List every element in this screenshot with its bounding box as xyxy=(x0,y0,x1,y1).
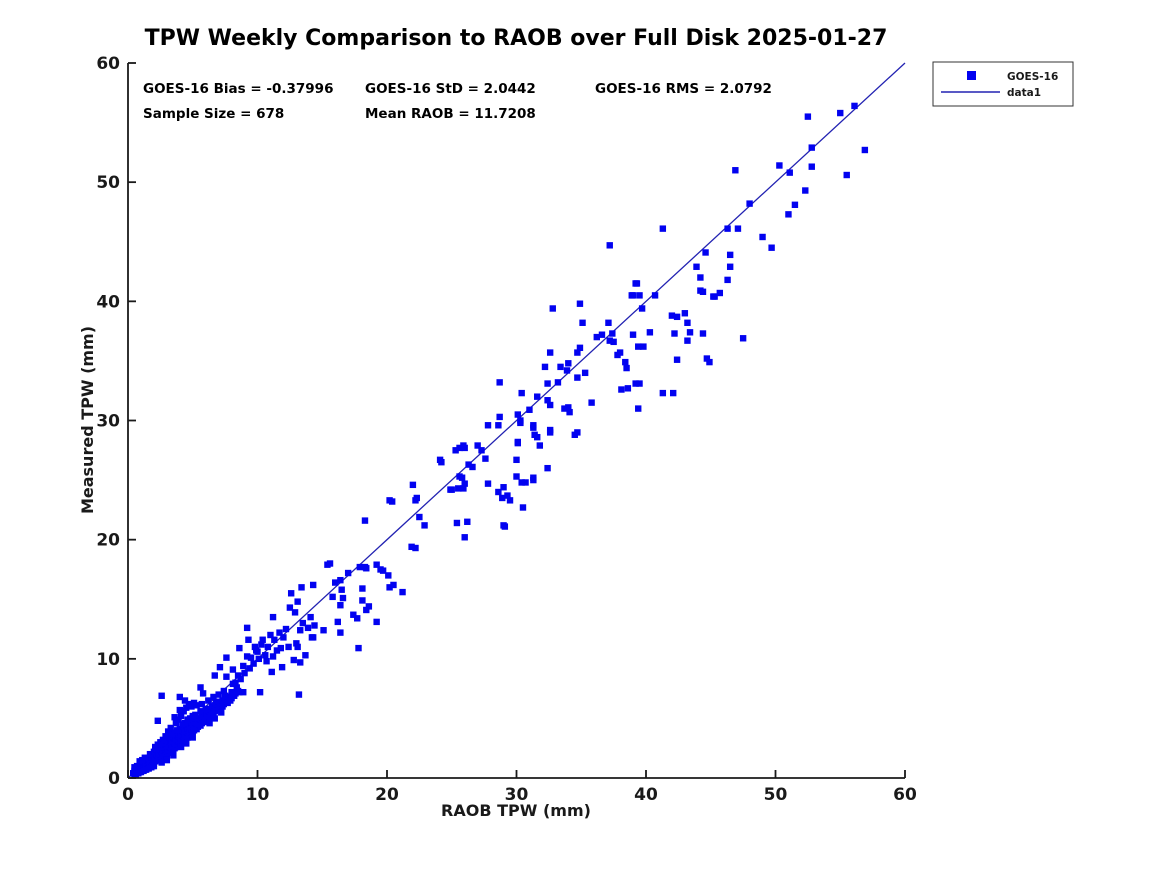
stat-std: GOES-16 StD = 2.0442 xyxy=(365,81,536,97)
svg-text:60: 60 xyxy=(96,54,120,74)
svg-text:40: 40 xyxy=(634,785,658,805)
stat-rms: GOES-16 RMS = 2.0792 xyxy=(595,81,772,97)
legend: GOES-16 data1 xyxy=(932,61,1074,107)
stat-bias: GOES-16 Bias = -0.37996 xyxy=(143,81,333,97)
svg-text:10: 10 xyxy=(96,650,120,670)
svg-text:30: 30 xyxy=(505,785,529,805)
stat-mean-raob: Mean RAOB = 11.7208 xyxy=(365,106,536,122)
legend-marker-square-icon xyxy=(967,71,976,80)
svg-text:50: 50 xyxy=(764,785,788,805)
axis-ticks: 0 10 20 30 40 50 60 0 10 20 30 40 50 60 xyxy=(96,54,917,805)
svg-text:0: 0 xyxy=(108,769,120,789)
svg-text:30: 30 xyxy=(96,412,120,432)
x-axis-label: RAOB TPW (mm) xyxy=(441,801,591,820)
svg-text:20: 20 xyxy=(375,785,399,805)
svg-text:20: 20 xyxy=(96,531,120,551)
legend-box xyxy=(932,61,1074,107)
svg-text:60: 60 xyxy=(893,785,917,805)
y-axis-label: Measured TPW (mm) xyxy=(78,326,97,514)
svg-text:10: 10 xyxy=(246,785,270,805)
stat-sample-size: Sample Size = 678 xyxy=(143,106,284,122)
legend-label-goes16: GOES-16 xyxy=(1007,71,1058,83)
legend-label-data1: data1 xyxy=(1007,87,1041,99)
chart-title: TPW Weekly Comparison to RAOB over Full … xyxy=(145,26,888,51)
svg-text:0: 0 xyxy=(122,785,134,805)
svg-text:40: 40 xyxy=(96,292,120,312)
scatter-points xyxy=(129,102,869,778)
svg-text:50: 50 xyxy=(96,173,120,193)
